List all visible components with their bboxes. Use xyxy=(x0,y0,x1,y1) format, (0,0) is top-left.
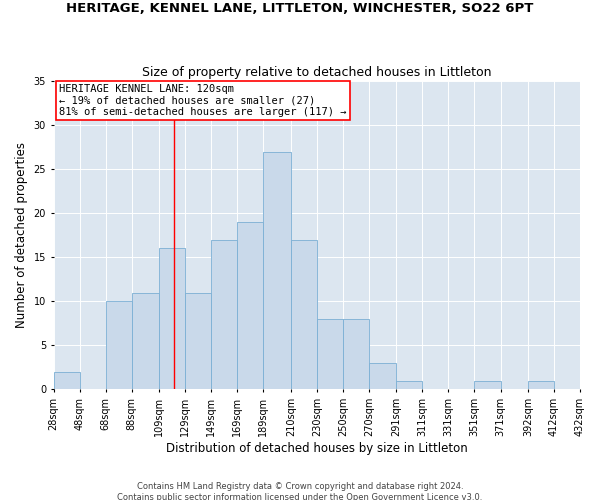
Bar xyxy=(369,363,397,390)
Bar xyxy=(528,380,554,390)
Bar xyxy=(397,380,422,390)
Text: HERITAGE KENNEL LANE: 120sqm
← 19% of detached houses are smaller (27)
81% of se: HERITAGE KENNEL LANE: 120sqm ← 19% of de… xyxy=(59,84,346,117)
Bar xyxy=(53,372,80,390)
Bar xyxy=(317,319,343,390)
Bar xyxy=(106,302,132,390)
Bar xyxy=(132,292,159,390)
Bar xyxy=(580,380,600,390)
Bar xyxy=(238,222,263,390)
X-axis label: Distribution of detached houses by size in Littleton: Distribution of detached houses by size … xyxy=(166,442,468,455)
Bar xyxy=(343,319,369,390)
Bar xyxy=(475,380,500,390)
Bar xyxy=(159,248,185,390)
Bar xyxy=(291,240,317,390)
Y-axis label: Number of detached properties: Number of detached properties xyxy=(15,142,28,328)
Text: HERITAGE, KENNEL LANE, LITTLETON, WINCHESTER, SO22 6PT: HERITAGE, KENNEL LANE, LITTLETON, WINCHE… xyxy=(67,2,533,16)
Text: Contains HM Land Registry data © Crown copyright and database right 2024.
Contai: Contains HM Land Registry data © Crown c… xyxy=(118,482,482,500)
Bar xyxy=(211,240,238,390)
Bar xyxy=(185,292,211,390)
Title: Size of property relative to detached houses in Littleton: Size of property relative to detached ho… xyxy=(142,66,491,78)
Bar xyxy=(263,152,291,390)
